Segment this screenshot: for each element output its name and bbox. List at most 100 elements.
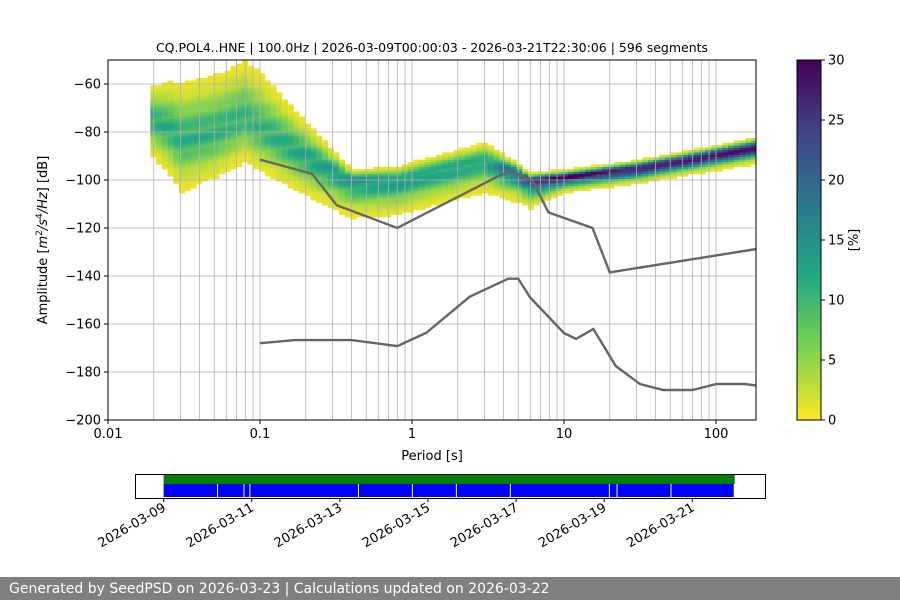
heatmap-cell bbox=[190, 116, 197, 119]
heatmap-cell bbox=[190, 90, 197, 93]
heatmap-cell bbox=[230, 138, 237, 141]
heatmap-cell bbox=[173, 97, 180, 100]
heatmap-cell bbox=[219, 94, 226, 98]
heatmap-cell bbox=[213, 97, 220, 100]
heatmap-cell bbox=[522, 171, 529, 175]
heatmap-cell bbox=[304, 174, 311, 177]
heatmap-cell bbox=[396, 166, 403, 170]
heatmap-cell bbox=[184, 121, 191, 124]
heatmap-cell bbox=[293, 164, 300, 167]
heatmap-cell bbox=[699, 164, 706, 167]
heatmap-cell bbox=[350, 205, 357, 208]
heatmap-cell bbox=[333, 198, 340, 201]
heatmap-cell bbox=[190, 126, 197, 129]
heatmap-cell bbox=[270, 104, 277, 107]
heatmap-cell bbox=[716, 145, 723, 148]
heatmap-cell bbox=[310, 190, 317, 194]
heatmap-cell bbox=[424, 169, 432, 172]
heatmap-cell bbox=[476, 190, 483, 194]
heatmap-cell bbox=[207, 99, 214, 103]
heatmap-cell bbox=[350, 207, 357, 211]
heatmap-cell bbox=[264, 135, 271, 139]
heatmap-cell bbox=[316, 138, 323, 141]
heatmap-cell bbox=[430, 162, 437, 165]
heatmap-cell bbox=[482, 183, 489, 187]
heatmap-cell bbox=[659, 174, 666, 177]
heatmap-cell bbox=[167, 133, 174, 136]
heatmap-cell bbox=[590, 171, 597, 175]
heatmap-cell bbox=[327, 162, 334, 165]
heatmap-cell bbox=[264, 133, 271, 136]
heatmap-cell bbox=[442, 181, 449, 184]
heatmap-cell bbox=[407, 176, 414, 179]
heatmap-cell bbox=[430, 195, 437, 199]
heatmap-cell bbox=[361, 205, 369, 208]
heatmap-cell bbox=[527, 183, 534, 187]
heatmap-cell bbox=[224, 154, 231, 158]
heatmap-cell bbox=[510, 174, 517, 177]
heatmap-cell bbox=[190, 87, 197, 91]
heatmap-cell bbox=[276, 102, 283, 105]
heatmap-cell bbox=[636, 174, 643, 177]
heatmap-cell bbox=[178, 121, 186, 124]
heatmap-cell bbox=[190, 85, 197, 88]
heatmap-cell bbox=[190, 145, 197, 148]
heatmap-cell bbox=[264, 164, 271, 167]
heatmap-cell bbox=[201, 78, 208, 81]
heatmap-cell bbox=[556, 193, 563, 196]
heatmap-cell bbox=[299, 135, 306, 139]
heatmap-cell bbox=[201, 145, 208, 148]
heatmap-cell bbox=[259, 80, 266, 83]
heatmap-cell bbox=[636, 162, 643, 165]
heatmap-cell bbox=[522, 193, 529, 196]
heatmap-cell bbox=[264, 128, 271, 131]
heatmap-cell bbox=[173, 126, 180, 129]
heatmap-cell bbox=[516, 181, 523, 184]
heatmap-cell bbox=[247, 126, 254, 129]
heatmap-cell bbox=[173, 109, 180, 112]
heatmap-cell bbox=[447, 181, 454, 184]
heatmap-cell bbox=[264, 140, 271, 143]
heatmap-cell bbox=[670, 159, 677, 163]
heatmap-cell bbox=[602, 183, 609, 187]
heatmap-cell bbox=[682, 157, 689, 160]
heatmap-cell bbox=[167, 109, 174, 112]
heatmap-cell bbox=[482, 174, 489, 177]
heatmap-cell bbox=[224, 138, 231, 141]
heatmap-cell bbox=[447, 174, 454, 177]
heatmap-cell bbox=[207, 75, 214, 79]
heatmap-cell bbox=[178, 111, 186, 115]
heatmap-cell bbox=[373, 171, 380, 175]
heatmap-cell bbox=[636, 169, 643, 172]
heatmap-cell bbox=[184, 150, 191, 153]
heatmap-cell bbox=[728, 150, 735, 153]
heatmap-cell bbox=[699, 166, 706, 170]
heatmap-cell bbox=[310, 140, 317, 143]
heatmap-cell bbox=[493, 169, 500, 172]
heatmap-cell bbox=[350, 171, 357, 175]
heatmap-cell bbox=[493, 171, 500, 175]
heatmap-cell bbox=[653, 162, 660, 165]
heatmap-cell bbox=[287, 150, 294, 153]
timeline-tick-label: 2026-03-17 bbox=[448, 500, 521, 551]
heatmap-cell bbox=[253, 111, 260, 115]
heatmap-cell bbox=[247, 106, 254, 110]
heatmap-cell bbox=[310, 162, 317, 165]
heatmap-cell bbox=[167, 138, 174, 141]
heatmap-cell bbox=[270, 176, 277, 179]
heatmap-cell bbox=[659, 166, 666, 170]
heatmap-cell bbox=[190, 186, 197, 189]
heatmap-cell bbox=[419, 164, 426, 167]
heatmap-cell bbox=[247, 114, 254, 117]
heatmap-cell bbox=[270, 126, 277, 129]
heatmap-cell bbox=[344, 181, 351, 184]
heatmap-cell bbox=[299, 154, 306, 158]
heatmap-cell bbox=[156, 128, 163, 131]
heatmap-cell bbox=[299, 150, 306, 153]
heatmap-cell bbox=[567, 183, 575, 187]
heatmap-cell bbox=[430, 159, 437, 163]
heatmap-cell bbox=[230, 147, 237, 151]
heatmap-cell bbox=[173, 111, 180, 115]
heatmap-cell bbox=[453, 159, 460, 163]
heatmap-cell bbox=[516, 193, 523, 196]
